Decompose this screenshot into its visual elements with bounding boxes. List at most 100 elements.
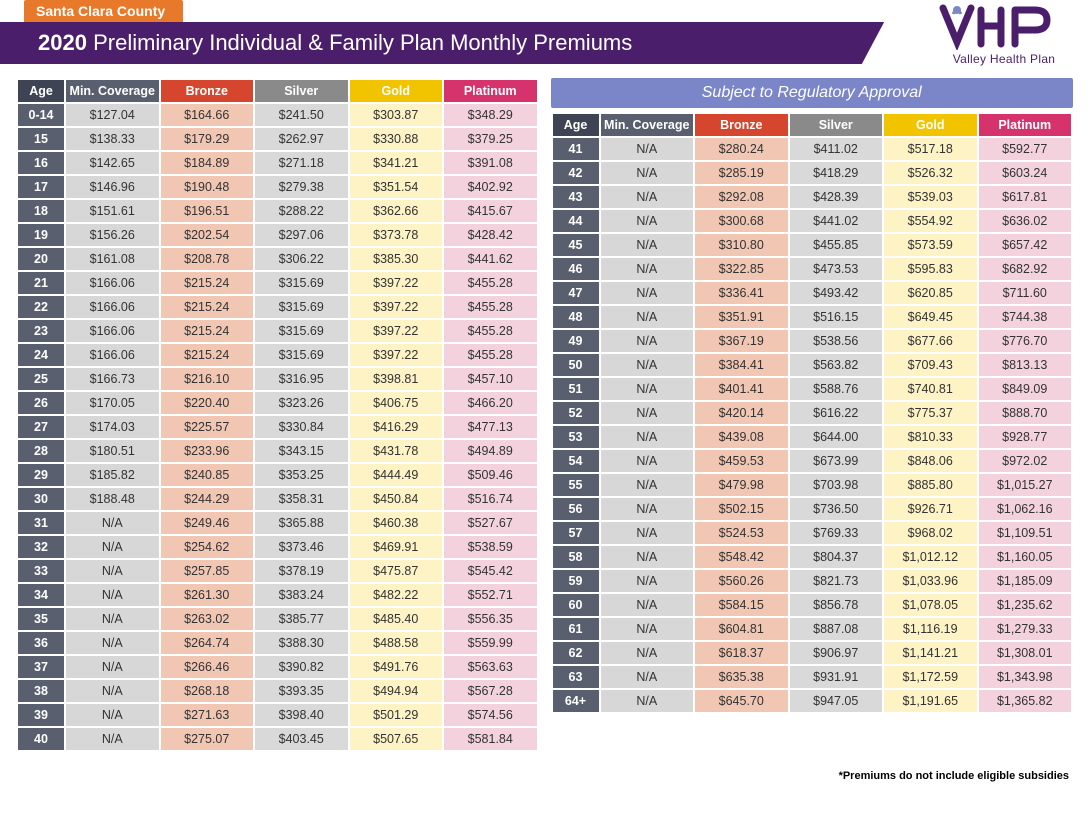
age-cell: 58 bbox=[553, 546, 599, 568]
premium-cell: $170.05 bbox=[66, 392, 159, 414]
title-rest: Preliminary Individual & Family Plan Mon… bbox=[93, 30, 632, 55]
table-row: 50N/A$384.41$563.82$709.43$813.13 bbox=[553, 354, 1072, 376]
premium-cell: $142.65 bbox=[66, 152, 159, 174]
age-cell: 46 bbox=[553, 258, 599, 280]
premium-cell: $166.06 bbox=[66, 296, 159, 318]
col-header-bronze: Bronze bbox=[695, 114, 788, 136]
age-cell: 54 bbox=[553, 450, 599, 472]
table-row: 25$166.73$216.10$316.95$398.81$457.10 bbox=[18, 368, 537, 390]
premium-cell: $1,160.05 bbox=[979, 546, 1072, 568]
logo-subtitle: Valley Health Plan bbox=[939, 52, 1069, 66]
age-cell: 41 bbox=[553, 138, 599, 160]
premium-cell: $215.24 bbox=[161, 296, 254, 318]
col-header-gold: Gold bbox=[884, 114, 977, 136]
premium-cell: $856.78 bbox=[790, 594, 883, 616]
premium-cell: $441.62 bbox=[444, 248, 537, 270]
premium-cell: $180.51 bbox=[66, 440, 159, 462]
premium-cell: N/A bbox=[601, 522, 694, 544]
age-cell: 23 bbox=[18, 320, 64, 342]
premium-cell: $390.82 bbox=[255, 656, 348, 678]
premium-cell: $849.09 bbox=[979, 378, 1072, 400]
premium-cell: $330.84 bbox=[255, 416, 348, 438]
premium-cell: N/A bbox=[601, 282, 694, 304]
premium-cell: $397.22 bbox=[350, 296, 443, 318]
premium-cell: N/A bbox=[601, 162, 694, 184]
premium-cell: $146.96 bbox=[66, 176, 159, 198]
table-row: 52N/A$420.14$616.22$775.37$888.70 bbox=[553, 402, 1072, 424]
premium-cell: $279.38 bbox=[255, 176, 348, 198]
premium-cell: $527.67 bbox=[444, 512, 537, 534]
premium-cell: $406.75 bbox=[350, 392, 443, 414]
premium-cell: $477.13 bbox=[444, 416, 537, 438]
premium-cell: $196.51 bbox=[161, 200, 254, 222]
premium-cell: $188.48 bbox=[66, 488, 159, 510]
premium-cell: $538.59 bbox=[444, 536, 537, 558]
premium-cell: $703.98 bbox=[790, 474, 883, 496]
age-cell: 62 bbox=[553, 642, 599, 664]
premium-cell: $620.85 bbox=[884, 282, 977, 304]
table-row: 63N/A$635.38$931.91$1,172.59$1,343.98 bbox=[553, 666, 1072, 688]
premium-cell: $559.99 bbox=[444, 632, 537, 654]
premium-cell: $202.54 bbox=[161, 224, 254, 246]
premium-cell: $947.05 bbox=[790, 690, 883, 712]
age-cell: 36 bbox=[18, 632, 64, 654]
premium-cell: $926.71 bbox=[884, 498, 977, 520]
premium-cell: $1,109.51 bbox=[979, 522, 1072, 544]
premium-cell: $208.78 bbox=[161, 248, 254, 270]
premium-cell: $644.00 bbox=[790, 426, 883, 448]
premium-cell: $595.83 bbox=[884, 258, 977, 280]
table-row: 49N/A$367.19$538.56$677.66$776.70 bbox=[553, 330, 1072, 352]
premium-cell: N/A bbox=[66, 656, 159, 678]
premium-cell: $740.81 bbox=[884, 378, 977, 400]
premium-cell: $166.06 bbox=[66, 272, 159, 294]
premium-cell: $1,116.19 bbox=[884, 618, 977, 640]
premium-cell: $362.66 bbox=[350, 200, 443, 222]
age-cell: 51 bbox=[553, 378, 599, 400]
premium-cell: N/A bbox=[601, 330, 694, 352]
premium-cell: $330.88 bbox=[350, 128, 443, 150]
table-row: 62N/A$618.37$906.97$1,141.21$1,308.01 bbox=[553, 642, 1072, 664]
premium-cell: $775.37 bbox=[884, 402, 977, 424]
premium-cell: $185.82 bbox=[66, 464, 159, 486]
premium-cell: $241.50 bbox=[255, 104, 348, 126]
premium-cell: $1,033.96 bbox=[884, 570, 977, 592]
premium-cell: N/A bbox=[601, 474, 694, 496]
premium-cell: $776.70 bbox=[979, 330, 1072, 352]
premium-cell: $552.71 bbox=[444, 584, 537, 606]
age-cell: 22 bbox=[18, 296, 64, 318]
tables-container: AgeMin. CoverageBronzeSilverGoldPlatinum… bbox=[0, 78, 1089, 764]
premium-cell: $1,141.21 bbox=[884, 642, 977, 664]
premium-cell: $166.06 bbox=[66, 344, 159, 366]
premium-cell: $493.42 bbox=[790, 282, 883, 304]
age-cell: 44 bbox=[553, 210, 599, 232]
premium-cell: $736.50 bbox=[790, 498, 883, 520]
premium-cell: $1,308.01 bbox=[979, 642, 1072, 664]
table-row: 20$161.08$208.78$306.22$385.30$441.62 bbox=[18, 248, 537, 270]
premium-cell: $821.73 bbox=[790, 570, 883, 592]
premium-cell: $485.40 bbox=[350, 608, 443, 630]
premium-cell: $161.08 bbox=[66, 248, 159, 270]
table-row: 28$180.51$233.96$343.15$431.78$494.89 bbox=[18, 440, 537, 462]
table-row: 38N/A$268.18$393.35$494.94$567.28 bbox=[18, 680, 537, 702]
premium-cell: $479.98 bbox=[695, 474, 788, 496]
table-row: 64+N/A$645.70$947.05$1,191.65$1,365.82 bbox=[553, 690, 1072, 712]
premium-cell: $473.53 bbox=[790, 258, 883, 280]
premium-cell: N/A bbox=[601, 234, 694, 256]
premium-cell: $428.39 bbox=[790, 186, 883, 208]
premium-cell: $516.74 bbox=[444, 488, 537, 510]
premium-cell: $166.73 bbox=[66, 368, 159, 390]
table-row: 37N/A$266.46$390.82$491.76$563.63 bbox=[18, 656, 537, 678]
premium-cell: $402.92 bbox=[444, 176, 537, 198]
premium-cell: $539.03 bbox=[884, 186, 977, 208]
premium-cell: $538.56 bbox=[790, 330, 883, 352]
premium-cell: $385.77 bbox=[255, 608, 348, 630]
premium-cell: $411.02 bbox=[790, 138, 883, 160]
col-header-platinum: Platinum bbox=[444, 80, 537, 102]
age-cell: 33 bbox=[18, 560, 64, 582]
table-row: 19$156.26$202.54$297.06$373.78$428.42 bbox=[18, 224, 537, 246]
premium-cell: $397.22 bbox=[350, 320, 443, 342]
premium-cell: $574.56 bbox=[444, 704, 537, 726]
table-row: 60N/A$584.15$856.78$1,078.05$1,235.62 bbox=[553, 594, 1072, 616]
premium-cell: $455.28 bbox=[444, 296, 537, 318]
age-cell: 21 bbox=[18, 272, 64, 294]
